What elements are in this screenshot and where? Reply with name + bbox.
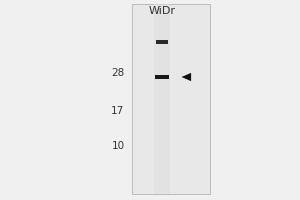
Text: 28: 28 bbox=[111, 68, 124, 78]
Bar bbox=[156, 40, 168, 44]
Text: 17: 17 bbox=[111, 106, 124, 116]
Text: WiDr: WiDr bbox=[148, 6, 176, 16]
Polygon shape bbox=[182, 73, 191, 81]
Text: 10: 10 bbox=[111, 141, 124, 151]
Bar bbox=[155, 75, 169, 79]
Bar bbox=[154, 4, 170, 194]
Bar bbox=[132, 4, 210, 194]
